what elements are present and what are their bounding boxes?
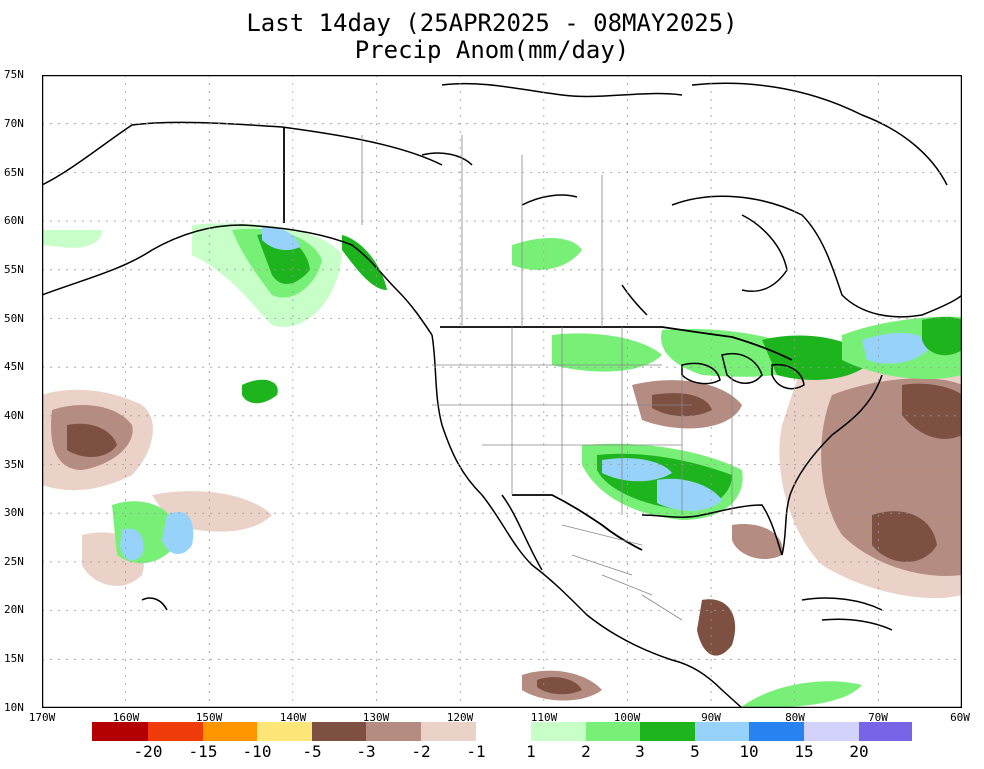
legend-swatch [531, 722, 586, 741]
lon-label-130w: 130W [362, 711, 390, 724]
lat-label-75n: 75N [4, 68, 24, 81]
lat-label-15n: 15N [4, 652, 24, 665]
legend-swatch [695, 722, 749, 741]
legend-label: 3 [635, 742, 645, 761]
lat-label-20n: 20N [4, 603, 24, 616]
legend-label: -1 [466, 742, 486, 761]
coastline-outlines [42, 82, 962, 708]
legend-swatch [859, 722, 912, 741]
legend-label: -20 [133, 742, 163, 761]
legend-label: -2 [411, 742, 431, 761]
legend-swatch [257, 722, 312, 741]
lat-label-30n: 30N [4, 506, 24, 519]
legend-swatch [421, 722, 476, 741]
legend-swatch [749, 722, 804, 741]
legend-swatch [366, 722, 421, 741]
lon-label-70w: 70W [868, 711, 888, 724]
legend-swatch [586, 722, 640, 741]
legend-label: -10 [242, 742, 272, 761]
lat-label-70n: 70N [4, 117, 24, 130]
lon-label-160w: 160W [112, 711, 140, 724]
wet-anomaly-shading [42, 223, 962, 708]
lon-label-120w: 120W [446, 711, 474, 724]
legend-label: 1 [526, 742, 536, 761]
map-title-line1: Last 14day (25APR2025 - 08MAY2025) [246, 9, 738, 37]
lat-label-50n: 50N [4, 312, 24, 325]
legend-label: -5 [302, 742, 322, 761]
legend-label: 15 [794, 742, 814, 761]
lat-label-55n: 55N [4, 263, 24, 276]
legend-swatch [148, 722, 203, 741]
lat-label-10n: 10N [4, 701, 24, 714]
lon-label-80w: 80W [785, 711, 805, 724]
lat-label-35n: 35N [4, 458, 24, 471]
dry-anomaly-shading [42, 348, 962, 701]
state-province-borders [361, 135, 733, 621]
legend-label: -15 [188, 742, 218, 761]
lon-label-100w: 100W [613, 711, 641, 724]
lon-label-90w: 90W [701, 711, 721, 724]
legend-swatch [476, 722, 531, 741]
lat-label-60n: 60N [4, 214, 24, 227]
legend-label: 5 [690, 742, 700, 761]
legend-label: -3 [356, 742, 376, 761]
lon-label-110w: 110W [530, 711, 558, 724]
lat-label-45n: 45N [4, 360, 24, 373]
legend-label: 20 [849, 742, 869, 761]
legend-swatch [203, 722, 257, 741]
precip-anomaly-map [42, 75, 962, 708]
legend-label: 10 [739, 742, 759, 761]
lon-label-140w: 140W [279, 711, 307, 724]
lat-label-40n: 40N [4, 409, 24, 422]
map-title-line2: Precip Anom(mm/day) [354, 36, 630, 64]
legend-label: 2 [581, 742, 591, 761]
map-panel [42, 75, 962, 708]
legend-swatch [312, 722, 366, 741]
legend-swatch [804, 722, 859, 741]
lat-lon-grid [42, 75, 962, 708]
legend-swatch [640, 722, 695, 741]
legend-swatch [92, 722, 148, 741]
lon-label-150w: 150W [195, 711, 223, 724]
lon-label-170w: 170W [28, 711, 56, 724]
lat-label-65n: 65N [4, 166, 24, 179]
lat-label-25n: 25N [4, 555, 24, 568]
map-frame [42, 75, 962, 708]
lon-label-60w: 60W [950, 711, 970, 724]
national-borders [283, 127, 793, 551]
